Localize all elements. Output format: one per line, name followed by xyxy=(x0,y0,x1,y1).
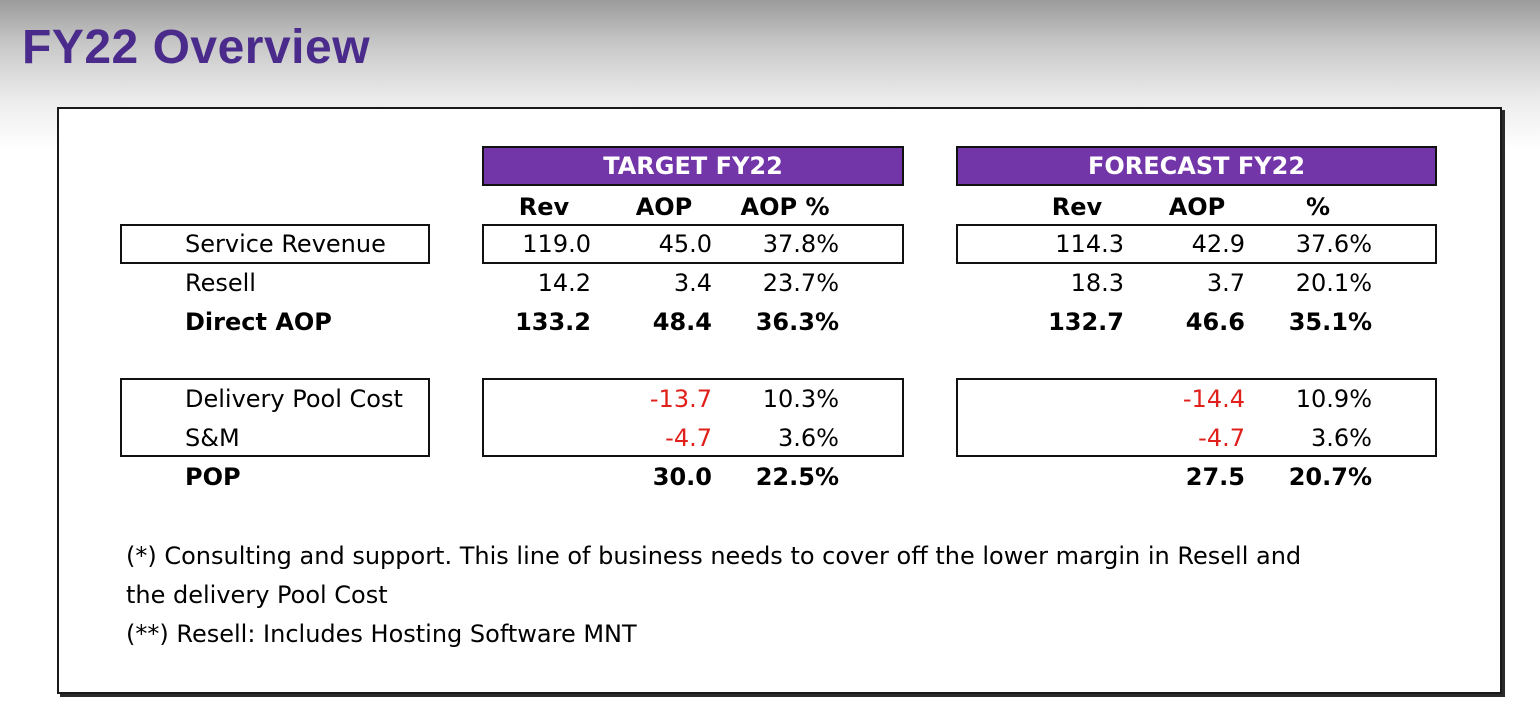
row-label-service-revenue: Service Revenue xyxy=(185,230,386,258)
row-label-delivery-pool-cost: Delivery Pool Cost xyxy=(185,385,403,413)
target-group-header: TARGET FY22 xyxy=(482,146,904,186)
service-revenue-target-box xyxy=(482,224,904,264)
forecast-pct-header: % xyxy=(1305,193,1331,221)
forecast-aop-value: 3.7 xyxy=(1206,269,1245,297)
overview-panel xyxy=(57,107,1502,694)
target-rev-value: 133.2 xyxy=(515,308,591,336)
row-label-direct-aop: Direct AOP xyxy=(185,308,332,336)
forecast-rev-header: Rev xyxy=(1051,193,1103,221)
row-label-resell: Resell xyxy=(185,269,256,297)
footnote-consulting-continued: the delivery Pool Cost xyxy=(126,581,388,609)
footnote-consulting: (*) Consulting and support. This line of… xyxy=(126,542,1302,570)
forecast-aop-value: -14.4 xyxy=(1182,385,1245,413)
forecast-pct-value: 20.7% xyxy=(1288,463,1372,491)
target-aop-value: -4.7 xyxy=(665,424,712,452)
forecast-pct-value: 20.1% xyxy=(1295,269,1372,297)
target-aop-value: -13.7 xyxy=(649,385,712,413)
forecast-rev-value: 132.7 xyxy=(1048,308,1124,336)
target-rev-value: 14.2 xyxy=(537,269,591,297)
forecast-pct-value: 35.1% xyxy=(1288,308,1372,336)
service-revenue-forecast-box xyxy=(956,224,1437,264)
forecast-rev-value: 114.3 xyxy=(1055,230,1124,258)
target-aop-pct-value: 23.7% xyxy=(762,269,839,297)
target-aop-pct-value: 22.5% xyxy=(755,463,839,491)
target-aop-header: AOP xyxy=(635,193,693,221)
cost-target-box xyxy=(482,378,904,457)
target-aop-value: 45.0 xyxy=(658,230,712,258)
row-label-s-and-m: S&M xyxy=(185,424,240,452)
target-aop-pct-header: AOP % xyxy=(740,193,830,221)
forecast-pct-value: 37.6% xyxy=(1295,230,1372,258)
target-aop-value: 48.4 xyxy=(652,308,712,336)
target-aop-value: 3.4 xyxy=(673,269,712,297)
target-rev-header: Rev xyxy=(518,193,570,221)
page-title: FY22 Overview xyxy=(22,21,371,74)
forecast-group-header: FORECAST FY22 xyxy=(956,146,1437,186)
forecast-rev-value: 18.3 xyxy=(1070,269,1124,297)
row-label-pop: POP xyxy=(185,463,241,491)
target-aop-pct-value: 3.6% xyxy=(778,424,839,452)
forecast-aop-value: 27.5 xyxy=(1185,463,1245,491)
footnote-resell: (**) Resell: Includes Hosting Software M… xyxy=(126,620,637,648)
forecast-aop-header: AOP xyxy=(1168,193,1226,221)
target-aop-pct-value: 37.8% xyxy=(762,230,839,258)
target-aop-pct-value: 36.3% xyxy=(755,308,839,336)
forecast-aop-value: 42.9 xyxy=(1191,230,1245,258)
cost-label-box xyxy=(120,378,430,457)
service-revenue-label-box xyxy=(120,224,430,264)
cost-forecast-box xyxy=(956,378,1437,457)
forecast-aop-value: -4.7 xyxy=(1198,424,1245,452)
target-aop-pct-value: 10.3% xyxy=(762,385,839,413)
forecast-pct-value: 10.9% xyxy=(1295,385,1372,413)
forecast-pct-value: 3.6% xyxy=(1311,424,1372,452)
target-rev-value: 119.0 xyxy=(522,230,591,258)
target-aop-value: 30.0 xyxy=(652,463,712,491)
forecast-aop-value: 46.6 xyxy=(1185,308,1245,336)
